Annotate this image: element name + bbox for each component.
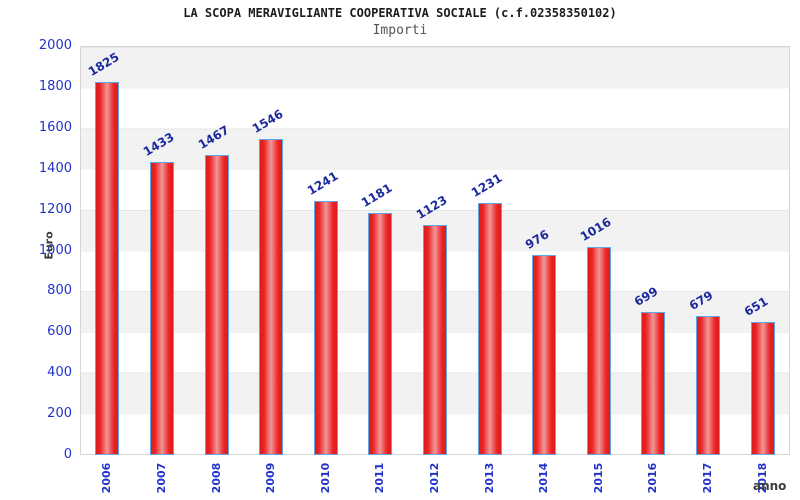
bar-2016 bbox=[641, 312, 666, 455]
y-tick-label: 1200 bbox=[38, 201, 72, 217]
y-tick-label: 0 bbox=[63, 447, 72, 462]
x-tick-label: 2010 bbox=[318, 462, 332, 494]
x-tick-label: 2012 bbox=[428, 462, 441, 494]
y-tick-label: 400 bbox=[47, 365, 72, 381]
bar-2008 bbox=[204, 154, 229, 455]
x-tick-label: 2014 bbox=[537, 462, 551, 494]
x-tick-label: 2007 bbox=[154, 462, 168, 494]
bar-2018 bbox=[750, 321, 775, 455]
x-tick-label: 2011 bbox=[373, 462, 387, 494]
bar-2014 bbox=[532, 255, 557, 455]
x-tick-label: 2015 bbox=[591, 462, 605, 494]
x-tick-label: 2013 bbox=[482, 462, 496, 494]
bar-2013 bbox=[477, 203, 502, 455]
x-tick-label: 2017 bbox=[701, 462, 715, 494]
y-tick-label: 1800 bbox=[38, 78, 72, 94]
bar-2009 bbox=[259, 138, 284, 455]
x-tick-label: 2006 bbox=[100, 462, 114, 494]
bar-2012 bbox=[423, 225, 447, 455]
y-tick-label: 1400 bbox=[38, 160, 72, 176]
x-tick-label: 2016 bbox=[646, 462, 660, 494]
y-tick-label: 200 bbox=[47, 406, 72, 422]
x-axis-title: anno bbox=[753, 479, 787, 493]
y-tick-label: 1000 bbox=[38, 242, 72, 258]
chart-subtitle: Importi bbox=[372, 23, 428, 38]
bar-2015 bbox=[586, 247, 611, 455]
bar-2017 bbox=[696, 316, 721, 455]
bar-2006 bbox=[95, 81, 120, 455]
y-tick-label: 1600 bbox=[38, 119, 72, 135]
bar-2011 bbox=[368, 213, 393, 455]
bar-2010 bbox=[313, 201, 338, 455]
x-tick-label: 2018 bbox=[755, 462, 769, 494]
x-tick-label: 2008 bbox=[209, 462, 223, 494]
y-tick-label: 800 bbox=[47, 283, 72, 299]
y-axis-title: Euro bbox=[42, 231, 56, 260]
y-tick-label: 2000 bbox=[38, 38, 72, 53]
bar-2007 bbox=[149, 161, 174, 455]
x-tick-label: 2009 bbox=[264, 462, 278, 494]
chart-title: LA SCOPA MERAVIGLIANTE COOPERATIVA SOCIA… bbox=[183, 6, 617, 20]
y-tick-label: 600 bbox=[47, 324, 72, 340]
